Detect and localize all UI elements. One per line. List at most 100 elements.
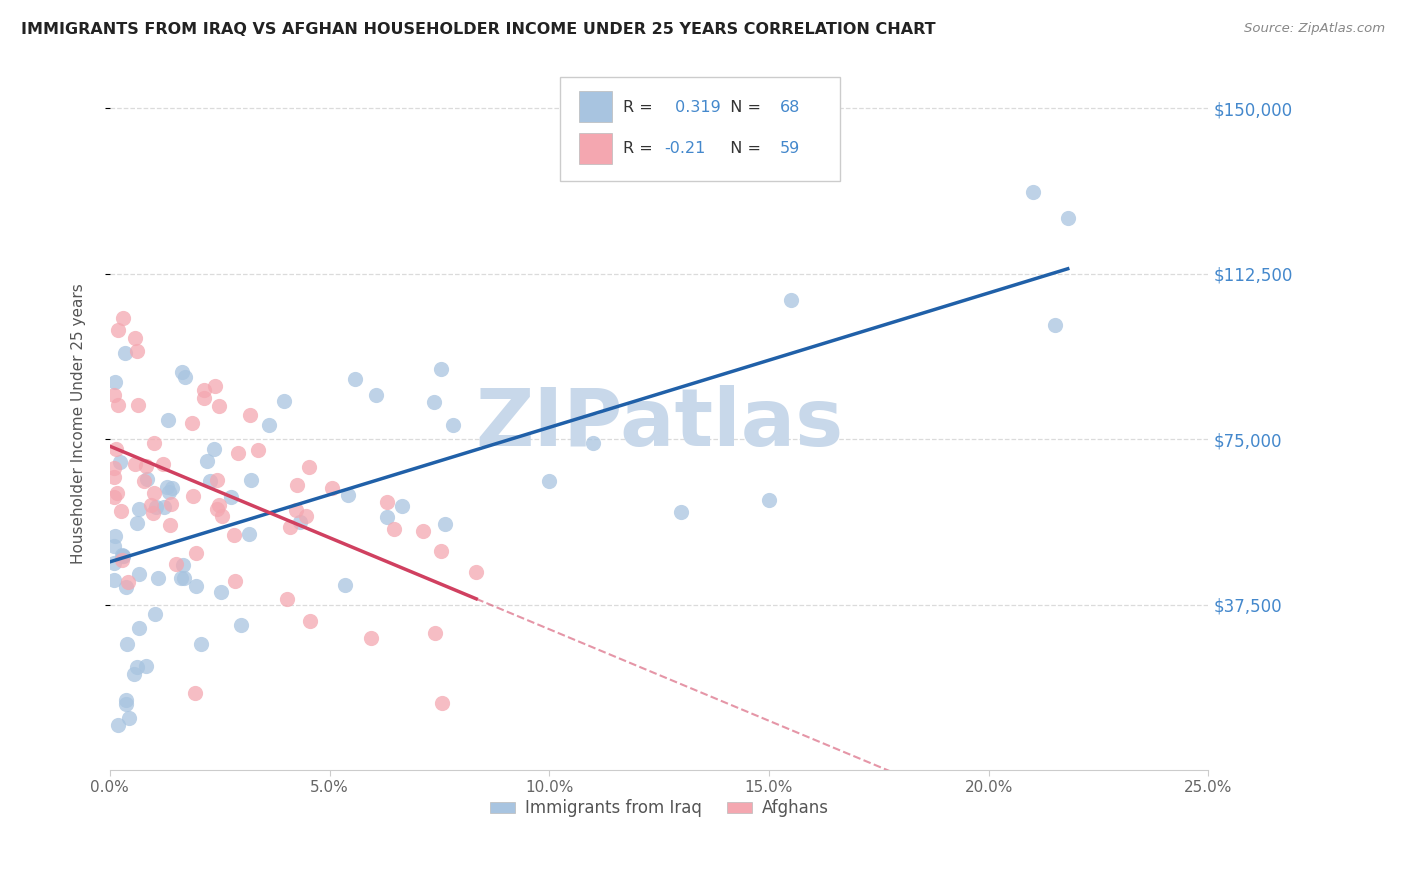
Point bbox=[285, 478, 308, 492]
Point bbox=[412, 524, 434, 538]
Point bbox=[193, 383, 215, 397]
Point bbox=[288, 515, 311, 529]
Point bbox=[107, 398, 129, 412]
Point bbox=[152, 457, 174, 471]
Point bbox=[153, 500, 176, 514]
Point bbox=[273, 394, 295, 409]
Point bbox=[366, 388, 388, 402]
Point bbox=[193, 392, 215, 406]
Text: N =: N = bbox=[720, 100, 766, 115]
Point bbox=[758, 493, 780, 508]
Point bbox=[208, 399, 231, 413]
Point bbox=[103, 375, 125, 389]
Point bbox=[375, 510, 398, 524]
Point bbox=[111, 311, 134, 326]
Text: 68: 68 bbox=[780, 100, 800, 115]
Point bbox=[1056, 211, 1078, 225]
Y-axis label: Householder Income Under 25 years: Householder Income Under 25 years bbox=[72, 284, 86, 564]
Point bbox=[173, 369, 195, 384]
Point bbox=[239, 408, 262, 422]
Point bbox=[429, 544, 451, 558]
Point bbox=[103, 461, 125, 475]
Point bbox=[538, 475, 561, 489]
Point bbox=[240, 473, 263, 487]
Point bbox=[360, 631, 382, 645]
Point bbox=[205, 473, 228, 487]
Text: 59: 59 bbox=[780, 141, 800, 156]
Point bbox=[224, 574, 246, 588]
Point bbox=[124, 331, 146, 345]
Point bbox=[156, 479, 179, 493]
Point bbox=[202, 442, 225, 457]
Point bbox=[181, 490, 204, 504]
Point bbox=[434, 517, 457, 532]
Point bbox=[127, 516, 149, 531]
Point bbox=[108, 455, 131, 469]
Point bbox=[384, 522, 406, 536]
Point bbox=[222, 527, 245, 541]
Text: Source: ZipAtlas.com: Source: ZipAtlas.com bbox=[1244, 22, 1385, 36]
Point bbox=[430, 696, 453, 710]
Point bbox=[208, 498, 231, 512]
FancyBboxPatch shape bbox=[579, 133, 612, 164]
Point bbox=[278, 520, 301, 534]
Point bbox=[184, 579, 207, 593]
Point bbox=[780, 293, 803, 307]
Text: 0.319: 0.319 bbox=[671, 100, 721, 115]
Point bbox=[107, 323, 129, 337]
Point bbox=[344, 372, 367, 386]
Point bbox=[110, 503, 132, 517]
Point bbox=[111, 553, 134, 567]
Point bbox=[132, 474, 155, 488]
Point bbox=[190, 637, 212, 651]
Point bbox=[298, 460, 321, 475]
Point bbox=[298, 614, 321, 628]
Text: -0.21: -0.21 bbox=[665, 141, 706, 156]
Point bbox=[429, 362, 451, 376]
Legend: Immigrants from Iraq, Afghans: Immigrants from Iraq, Afghans bbox=[484, 793, 835, 824]
Point bbox=[107, 717, 129, 731]
Point bbox=[135, 458, 157, 473]
Point bbox=[118, 710, 141, 724]
Point bbox=[107, 486, 129, 500]
Point bbox=[209, 585, 232, 599]
FancyBboxPatch shape bbox=[579, 91, 612, 122]
Point bbox=[1021, 185, 1043, 199]
Point bbox=[135, 659, 157, 673]
Point bbox=[441, 418, 464, 433]
Point bbox=[112, 549, 135, 563]
Point bbox=[238, 527, 260, 541]
Point bbox=[226, 446, 249, 460]
Point bbox=[422, 395, 444, 409]
Point bbox=[165, 558, 187, 572]
Point bbox=[582, 435, 605, 450]
Point bbox=[128, 567, 150, 582]
Point bbox=[423, 626, 446, 640]
Text: IMMIGRANTS FROM IRAQ VS AFGHAN HOUSEHOLDER INCOME UNDER 25 YEARS CORRELATION CHA: IMMIGRANTS FROM IRAQ VS AFGHAN HOUSEHOLD… bbox=[21, 22, 936, 37]
Point bbox=[104, 442, 127, 456]
Point bbox=[159, 517, 181, 532]
Point bbox=[321, 481, 343, 495]
Point bbox=[375, 495, 398, 509]
Point bbox=[145, 500, 167, 514]
Point bbox=[333, 577, 356, 591]
Point bbox=[221, 491, 243, 505]
Point bbox=[276, 591, 298, 606]
Point bbox=[114, 693, 136, 707]
Point bbox=[127, 398, 149, 412]
Point bbox=[170, 365, 193, 379]
Point bbox=[295, 509, 318, 524]
Point bbox=[669, 505, 692, 519]
Point bbox=[103, 469, 125, 483]
Point bbox=[211, 509, 233, 524]
Point bbox=[184, 686, 207, 700]
Point bbox=[103, 540, 125, 554]
Point bbox=[246, 442, 269, 457]
Point bbox=[111, 549, 134, 563]
Point bbox=[115, 580, 138, 594]
Point bbox=[142, 486, 165, 500]
Point bbox=[204, 379, 226, 393]
Text: R =: R = bbox=[623, 100, 658, 115]
Point bbox=[136, 472, 159, 486]
Point bbox=[125, 343, 148, 358]
